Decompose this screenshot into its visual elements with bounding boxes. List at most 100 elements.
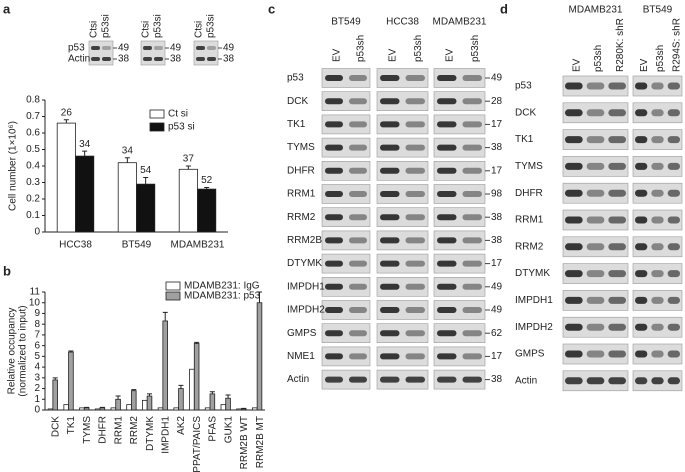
row-label: TYMS (515, 161, 543, 172)
blot-band (586, 243, 605, 251)
lane-label: Ctsi (141, 21, 152, 38)
blot-band (667, 350, 680, 358)
blot-band (405, 353, 425, 360)
x-tick-label: HCC38 (59, 240, 92, 251)
blot-membrane (562, 209, 629, 231)
blot-band (565, 296, 583, 304)
blot-membrane (376, 230, 429, 251)
blot-band (462, 75, 482, 81)
bar (83, 407, 90, 411)
blot-band (437, 353, 457, 360)
blot-band (651, 162, 664, 170)
bar (79, 407, 85, 411)
blot-band (349, 121, 367, 128)
blot-membrane (321, 300, 371, 320)
x-tick-label: PPAT/PAICS (192, 416, 203, 472)
bar (52, 379, 58, 411)
bar (142, 399, 148, 411)
size-marker: 62 (491, 328, 503, 339)
row-label: RRM1 (515, 215, 544, 226)
size-marker: 38 (118, 54, 130, 65)
blot-band (586, 82, 605, 90)
blot-membrane (376, 184, 429, 204)
legend-label: p53 si (168, 122, 195, 133)
blot-band (380, 121, 400, 128)
blot-band (608, 270, 626, 278)
blot-band (325, 307, 343, 313)
legend-swatch (165, 291, 181, 301)
y-tick-label: 8 (34, 319, 40, 330)
legend-label: Ct si (168, 109, 188, 120)
error-bar (162, 311, 168, 321)
x-tick-label: TYMS (82, 416, 93, 444)
blot-band (405, 283, 425, 290)
y-tick-label: 0.6 (26, 128, 40, 139)
blot-membrane (321, 323, 371, 344)
bar-label: 37 (183, 154, 195, 165)
blot-band (380, 260, 400, 267)
blot-band (635, 109, 648, 117)
blot-membrane (376, 114, 429, 135)
blot-band (380, 330, 400, 337)
blot-band (608, 109, 626, 117)
blot-membrane (321, 68, 371, 88)
y-tick-label: 0 (34, 405, 40, 416)
row-label: DCK (287, 96, 308, 107)
y-tick-label: 10 (29, 297, 41, 308)
blot-membrane (321, 114, 371, 135)
blot-band (196, 57, 205, 61)
y-tick-label: 0.5 (26, 144, 40, 155)
size-marker: 38 (491, 374, 503, 385)
error-bar (52, 377, 58, 380)
x-tick-label: GUK1 (223, 416, 234, 444)
blot-membrane (321, 369, 371, 390)
size-marker: 49 (491, 281, 503, 292)
bar-label: 52 (201, 175, 213, 186)
blot-membrane (562, 129, 629, 150)
blot-band (325, 98, 343, 105)
blot-band (437, 307, 457, 313)
bar (110, 407, 117, 411)
blot-band (349, 307, 367, 313)
blot-band (405, 98, 425, 105)
blot-band (565, 136, 583, 144)
size-marker: 98 (491, 189, 503, 200)
blot-membrane (562, 316, 629, 338)
blot-band (405, 75, 425, 81)
blot-band (437, 330, 457, 337)
group-label: MDAMB231 (569, 5, 623, 16)
blot-band (380, 75, 400, 81)
blot-band (380, 307, 400, 313)
blot-membrane (632, 263, 683, 284)
blot-band (207, 57, 216, 61)
bar (47, 408, 54, 411)
bar (115, 398, 121, 411)
blot-band (437, 144, 457, 151)
error-bar (84, 406, 90, 408)
blot-band (325, 353, 343, 360)
row-label: TK1 (287, 119, 306, 130)
lane-label: EV (387, 48, 398, 62)
blot-band (437, 214, 457, 221)
blot-band (586, 296, 605, 304)
bar (75, 155, 95, 233)
blot-band (586, 377, 605, 385)
x-tick-label: RRM2 (129, 416, 140, 445)
blot-band (462, 330, 482, 337)
blot-band (325, 283, 343, 290)
row-label: IMPDH2 (515, 322, 553, 333)
row-label: DHFR (287, 165, 315, 176)
blot-band (651, 243, 664, 251)
blot-band (462, 191, 482, 197)
blot-band (651, 216, 664, 224)
size-marker: 49 (170, 43, 182, 54)
blot-band (586, 136, 605, 144)
blot-band (91, 57, 100, 61)
row-label: RRM2B (287, 235, 322, 246)
blot-band (586, 323, 605, 331)
lane-label: p53si (206, 14, 217, 38)
bar (204, 407, 211, 411)
x-tick-label: IMPDH1 (160, 416, 171, 454)
size-marker: 49 (223, 43, 235, 54)
blot-band (608, 162, 626, 170)
